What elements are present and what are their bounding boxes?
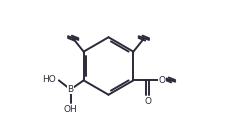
- Text: O: O: [144, 97, 151, 106]
- Text: OH: OH: [64, 105, 77, 114]
- Text: B: B: [67, 85, 74, 94]
- Text: HO: HO: [42, 75, 56, 84]
- Text: O: O: [159, 76, 166, 85]
